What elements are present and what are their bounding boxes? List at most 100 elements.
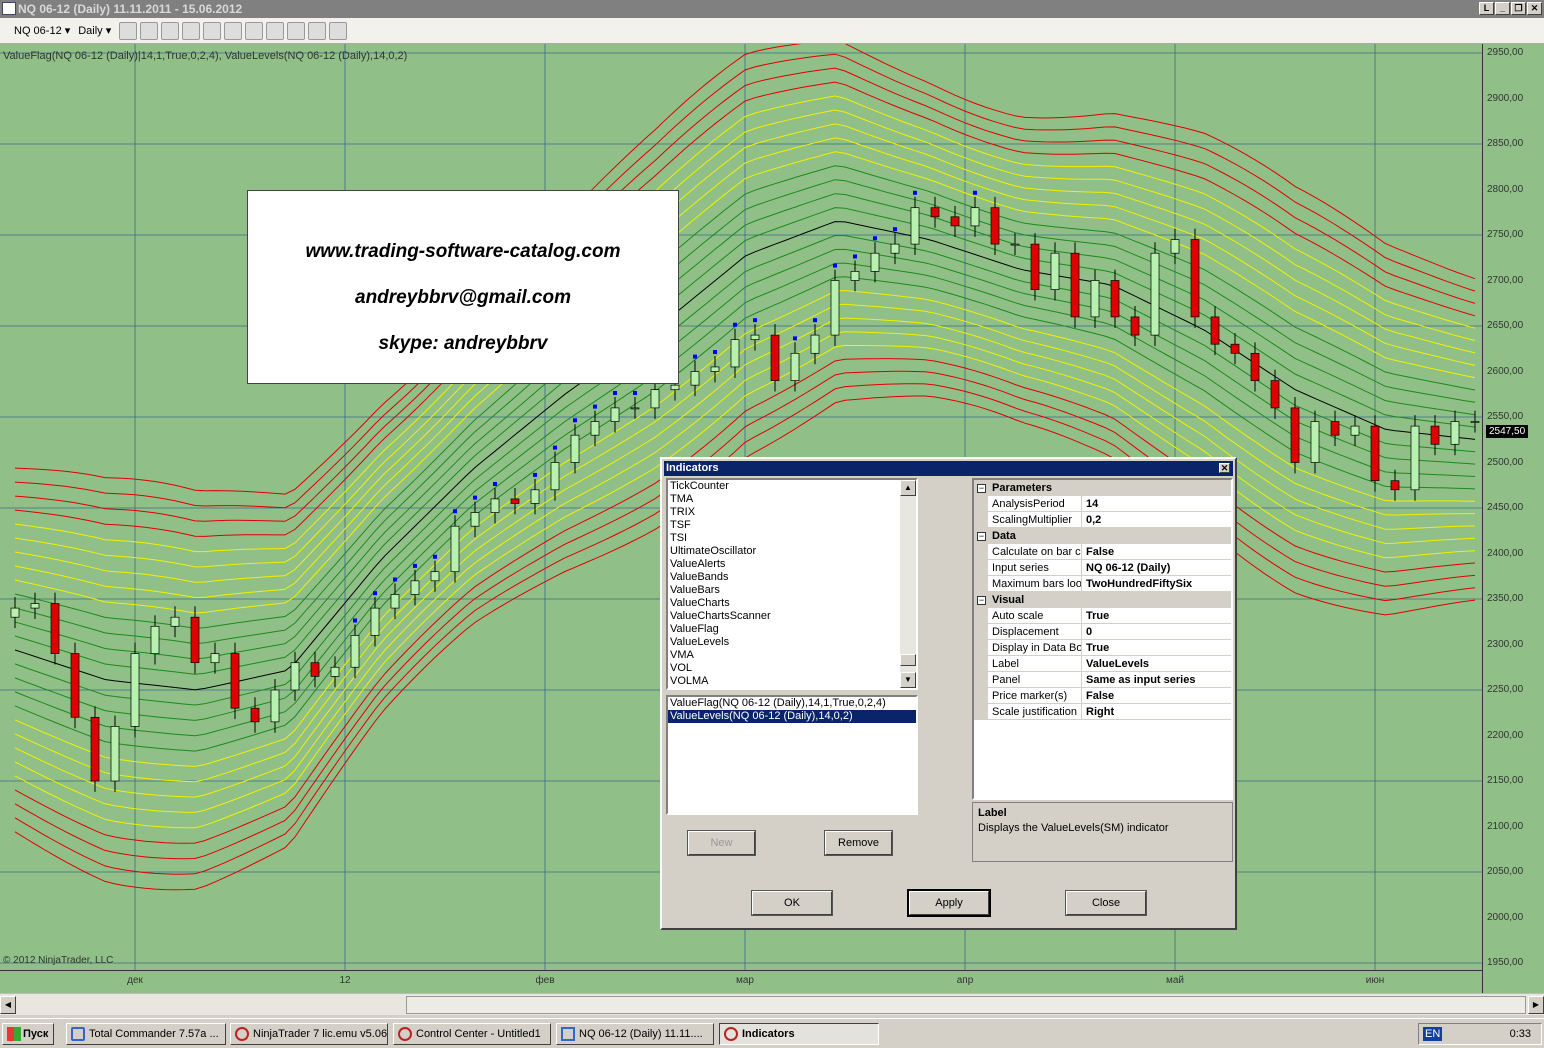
indicator-list-item[interactable]: VMA bbox=[670, 649, 694, 661]
property-value[interactable]: TwoHundredFiftySix bbox=[1086, 578, 1193, 590]
price-tick: 2400,00 bbox=[1487, 547, 1524, 559]
property-row[interactable]: Maximum bars look back TwoHundredFiftySix bbox=[974, 576, 1231, 592]
scroll-up-button[interactable]: ▲ bbox=[900, 480, 916, 496]
property-value[interactable]: False bbox=[1086, 546, 1115, 558]
new-button[interactable]: New bbox=[687, 830, 756, 856]
indicator-list-item[interactable]: VOLMA bbox=[670, 675, 709, 687]
list-scrollbar[interactable]: ▲ ▼ bbox=[900, 480, 916, 688]
task-control-center[interactable]: Control Center - Untitled1 bbox=[393, 1023, 551, 1045]
value-flag-marker bbox=[533, 472, 537, 477]
property-row[interactable]: Auto scale True bbox=[974, 608, 1231, 624]
link-button[interactable]: L bbox=[1479, 2, 1494, 15]
scroll-right-button[interactable]: ▶ bbox=[1528, 996, 1544, 1014]
restore-button[interactable]: ❐ bbox=[1511, 2, 1526, 15]
indicator-list-item[interactable]: UltimateOscillator bbox=[670, 545, 757, 557]
property-value[interactable]: False bbox=[1086, 690, 1115, 702]
indicator-list-item[interactable]: ValueBars bbox=[670, 584, 720, 596]
property-grid[interactable]: − Parameters AnalysisPeriod 14 ScalingMultip… bbox=[972, 478, 1233, 800]
task-chart[interactable]: NQ 06-12 (Daily) 11.11.... bbox=[556, 1023, 714, 1045]
language-indicator[interactable]: EN bbox=[1423, 1027, 1443, 1041]
property-row[interactable]: Display in Data Box True bbox=[974, 640, 1231, 656]
indicator-list-item[interactable]: TickCounter bbox=[670, 480, 729, 492]
strategies-icon[interactable] bbox=[245, 21, 264, 40]
property-value[interactable]: ValueLevels bbox=[1086, 658, 1149, 670]
indicator-list-item[interactable]: ValueBands bbox=[670, 571, 729, 583]
property-value[interactable]: 14 bbox=[1086, 498, 1099, 510]
property-category[interactable]: − Data bbox=[974, 528, 1231, 544]
chart-style-icon[interactable] bbox=[287, 21, 306, 40]
property-value[interactable]: True bbox=[1086, 610, 1110, 622]
property-value[interactable]: NQ 06-12 (Daily) bbox=[1086, 562, 1171, 574]
cursor-icon[interactable] bbox=[203, 21, 222, 40]
dialog-close-icon[interactable]: ✕ bbox=[1219, 463, 1230, 473]
magnifier-icon[interactable] bbox=[224, 21, 243, 40]
interval-selector[interactable]: Daily ▾ bbox=[78, 21, 111, 41]
applied-indicator-item[interactable]: ValueFlag(NQ 06-12 (Daily),14,1,True,0,2… bbox=[670, 697, 886, 709]
task-ninjatrader[interactable]: NinjaTrader 7 lic.emu v5.06 bbox=[230, 1023, 388, 1045]
indicator-list-item[interactable]: TSF bbox=[670, 519, 691, 531]
close-dialog-button[interactable]: Close bbox=[1065, 890, 1147, 916]
scroll-left-button[interactable]: ◀ bbox=[0, 996, 16, 1014]
price-tick: 2500,00 bbox=[1487, 456, 1524, 468]
zoom-out-icon[interactable] bbox=[182, 21, 201, 40]
remove-button[interactable]: Remove bbox=[824, 830, 893, 856]
property-row[interactable]: ScalingMultiplier 0,2 bbox=[974, 512, 1231, 528]
price-axis[interactable]: 2950,00 2900,00 2850,00 2800,00 2750,00 2700,… bbox=[1482, 44, 1544, 993]
instrument-label: NQ 06-12 bbox=[14, 24, 62, 37]
indicator-list-item[interactable]: ValueCharts bbox=[670, 597, 730, 609]
apply-button[interactable]: Apply bbox=[907, 889, 991, 917]
property-row[interactable]: Panel Same as input series bbox=[974, 672, 1231, 688]
property-category[interactable]: − Visual bbox=[974, 592, 1231, 608]
applied-indicators-list[interactable]: ValueFlag(NQ 06-12 (Daily),14,1,True,0,2… bbox=[666, 695, 918, 815]
property-row[interactable]: Displacement 0 bbox=[974, 624, 1231, 640]
indicators-icon[interactable] bbox=[266, 21, 285, 40]
property-row[interactable]: Scale justification Right bbox=[974, 704, 1231, 720]
indicator-list-item[interactable]: ValueFlag bbox=[670, 623, 719, 635]
property-value[interactable]: Right bbox=[1086, 706, 1115, 718]
property-value[interactable]: 0 bbox=[1086, 626, 1093, 638]
candle-up bbox=[1310, 421, 1320, 463]
applied-indicator-item[interactable]: ValueLevels(NQ 06-12 (Daily),14,0,2) bbox=[668, 710, 916, 723]
task-indicators[interactable]: Indicators bbox=[719, 1023, 879, 1045]
scroll-down-button[interactable]: ▼ bbox=[900, 672, 916, 688]
dollar-icon[interactable] bbox=[308, 21, 327, 40]
minimize-button[interactable]: _ bbox=[1495, 2, 1510, 15]
candle-up bbox=[170, 616, 180, 627]
property-value[interactable]: Same as input series bbox=[1086, 674, 1196, 686]
collapse-icon[interactable]: − bbox=[977, 595, 986, 605]
start-button[interactable]: Пуск bbox=[2, 1023, 54, 1045]
property-row[interactable]: Input series NQ 06-12 (Daily) bbox=[974, 560, 1231, 576]
property-value[interactable]: True bbox=[1086, 642, 1110, 654]
scroll-thumb[interactable] bbox=[900, 654, 916, 666]
bar-type-icon[interactable] bbox=[119, 21, 138, 40]
indicator-list-item[interactable]: VOL bbox=[670, 662, 693, 674]
property-value[interactable]: 0,2 bbox=[1086, 514, 1102, 526]
available-indicators-list[interactable]: TickCounter TMA TRIX TSF TSI UltimateOscillat… bbox=[666, 478, 918, 690]
candle-up bbox=[1410, 425, 1420, 491]
indicator-list-item[interactable]: ValueChartsScanner bbox=[670, 610, 771, 622]
properties-icon[interactable] bbox=[329, 21, 348, 40]
collapse-icon[interactable]: − bbox=[977, 483, 986, 493]
task-total-commander[interactable]: Total Commander 7.57a ... bbox=[66, 1023, 226, 1045]
property-category[interactable]: − Parameters bbox=[974, 480, 1231, 496]
indicator-list-item[interactable]: TMA bbox=[670, 493, 694, 505]
ok-button[interactable]: OK bbox=[751, 890, 833, 916]
property-row[interactable]: Price marker(s) False bbox=[974, 688, 1231, 704]
property-description: Label Displays the ValueLevels(SM) indic… bbox=[972, 802, 1233, 862]
indicator-list-item[interactable]: ValueLevels bbox=[670, 636, 730, 648]
time-axis[interactable]: дек 12 фев мар апр май июн bbox=[0, 970, 1482, 993]
value-levels-band bbox=[14, 137, 1476, 599]
property-row[interactable]: AnalysisPeriod 14 bbox=[974, 496, 1231, 512]
zoom-in-icon[interactable] bbox=[161, 21, 180, 40]
indicator-list-item[interactable]: TRIX bbox=[670, 506, 696, 518]
indicator-list-item[interactable]: ValueAlerts bbox=[670, 558, 726, 570]
collapse-icon[interactable]: − bbox=[977, 531, 986, 541]
instrument-selector[interactable]: NQ 06-12 ▾ bbox=[14, 21, 70, 41]
property-row[interactable]: Calculate on bar close False bbox=[974, 544, 1231, 560]
indicator-list-item[interactable]: TSI bbox=[670, 532, 688, 544]
drawing-pencil-icon[interactable] bbox=[140, 21, 159, 40]
close-button[interactable]: ✕ bbox=[1527, 2, 1542, 15]
property-row[interactable]: Label ValueLevels bbox=[974, 656, 1231, 672]
horizontal-scrollbar[interactable]: ◀ ▶ bbox=[0, 993, 1544, 1015]
scroll-thumb[interactable] bbox=[406, 996, 1526, 1014]
